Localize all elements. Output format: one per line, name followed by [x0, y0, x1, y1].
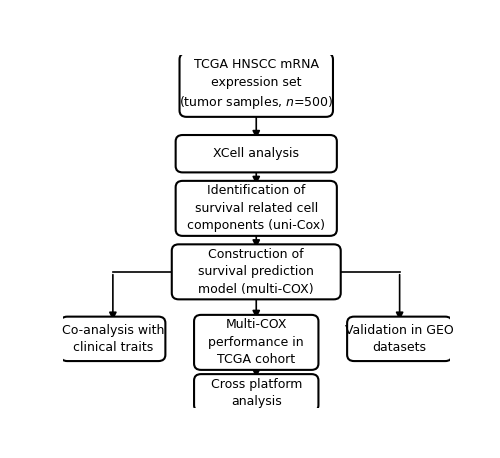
FancyBboxPatch shape: [60, 316, 166, 361]
FancyBboxPatch shape: [172, 244, 340, 300]
FancyBboxPatch shape: [176, 135, 337, 172]
Text: Co-analysis with
clinical traits: Co-analysis with clinical traits: [62, 324, 164, 354]
Text: Identification of
survival related cell
components (uni-Cox): Identification of survival related cell …: [187, 185, 325, 232]
Text: Validation in GEO
datasets: Validation in GEO datasets: [345, 324, 454, 354]
Text: Cross platform
analysis: Cross platform analysis: [210, 377, 302, 408]
FancyBboxPatch shape: [194, 315, 318, 370]
Text: TCGA HNSCC mRNA
expression set
(tumor samples, $n$=500): TCGA HNSCC mRNA expression set (tumor sa…: [179, 59, 334, 111]
Text: Construction of
survival prediction
model (multi-COX): Construction of survival prediction mode…: [198, 248, 314, 296]
Text: XCell analysis: XCell analysis: [213, 147, 299, 160]
FancyBboxPatch shape: [347, 316, 452, 361]
FancyBboxPatch shape: [194, 374, 318, 411]
Text: Multi-COX
performance in
TCGA cohort: Multi-COX performance in TCGA cohort: [208, 318, 304, 366]
FancyBboxPatch shape: [180, 53, 333, 117]
FancyBboxPatch shape: [176, 181, 337, 236]
